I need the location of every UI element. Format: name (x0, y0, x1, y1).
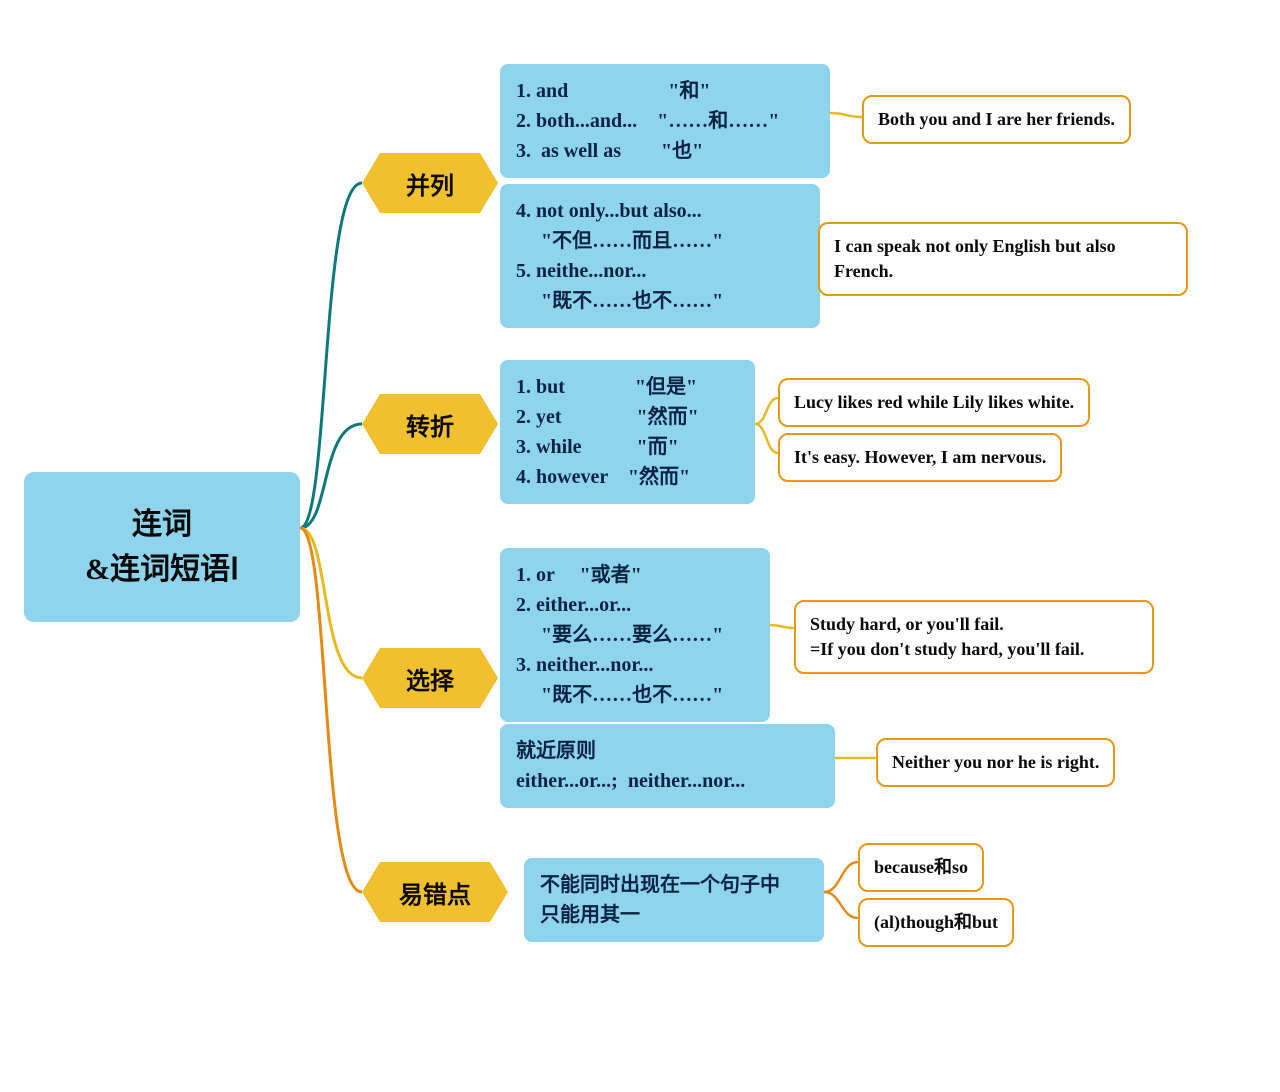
root-node: 连词 &连词短语Ⅰ (24, 472, 300, 622)
example-mistakes-2: (al)though和but (858, 898, 1014, 947)
hex-transition: 转折 (380, 394, 480, 454)
hex-label: 转折 (406, 407, 454, 442)
hex-label: 易错点 (399, 875, 471, 910)
hex-label: 选择 (406, 661, 454, 696)
blue-box-parallel-1: 1. and "和" 2. both...and... "……和……" 3. a… (500, 64, 830, 178)
blue-box-choice-2: 就近原则 either...or...; neither...nor... (500, 724, 835, 808)
content: 1. or "或者" 2. either...or... "要么……要么……" … (516, 564, 723, 706)
content: because和so (874, 857, 968, 877)
hex-parallel: 并列 (380, 153, 480, 213)
content: It's easy. However, I am nervous. (794, 447, 1046, 467)
content: 不能同时出现在一个句子中 只能用其一 (540, 874, 780, 926)
example-transition-1: Lucy likes red while Lily likes white. (778, 378, 1090, 427)
content: Both you and I are her friends. (878, 109, 1115, 129)
example-transition-2: It's easy. However, I am nervous. (778, 433, 1062, 482)
content: I can speak not only English but also Fr… (834, 236, 1116, 281)
blue-box-choice-1: 1. or "或者" 2. either...or... "要么……要么……" … (500, 548, 770, 722)
root-line1: 连词 (132, 508, 192, 541)
content: 4. not only...but also... "不但……而且……" 5. … (516, 200, 723, 312)
content: 1. but "但是" 2. yet "然而" 3. while "而" 4. … (516, 376, 699, 488)
example-mistakes-1: because和so (858, 843, 984, 892)
content: 1. and "和" 2. both...and... "……和……" 3. a… (516, 80, 779, 162)
example-parallel-1: Both you and I are her friends. (862, 95, 1131, 144)
example-choice-2: Neither you nor he is right. (876, 738, 1115, 787)
blue-box-transition: 1. but "但是" 2. yet "然而" 3. while "而" 4. … (500, 360, 755, 504)
content: Study hard, or you'll fail. =If you don'… (810, 614, 1084, 659)
blue-box-parallel-2: 4. not only...but also... "不但……而且……" 5. … (500, 184, 820, 328)
root-line2: &连词短语Ⅰ (85, 553, 239, 586)
content: Neither you nor he is right. (892, 752, 1099, 772)
hex-choice: 选择 (380, 648, 480, 708)
content: Lucy likes red while Lily likes white. (794, 392, 1074, 412)
content: (al)though和but (874, 912, 998, 932)
blue-box-mistakes: 不能同时出现在一个句子中 只能用其一 (524, 858, 824, 942)
hex-label: 并列 (406, 166, 454, 201)
example-parallel-2: I can speak not only English but also Fr… (818, 222, 1188, 296)
hex-mistakes: 易错点 (380, 862, 490, 922)
content: 就近原则 either...or...; neither...nor... (516, 740, 745, 792)
example-choice-1: Study hard, or you'll fail. =If you don'… (794, 600, 1154, 674)
